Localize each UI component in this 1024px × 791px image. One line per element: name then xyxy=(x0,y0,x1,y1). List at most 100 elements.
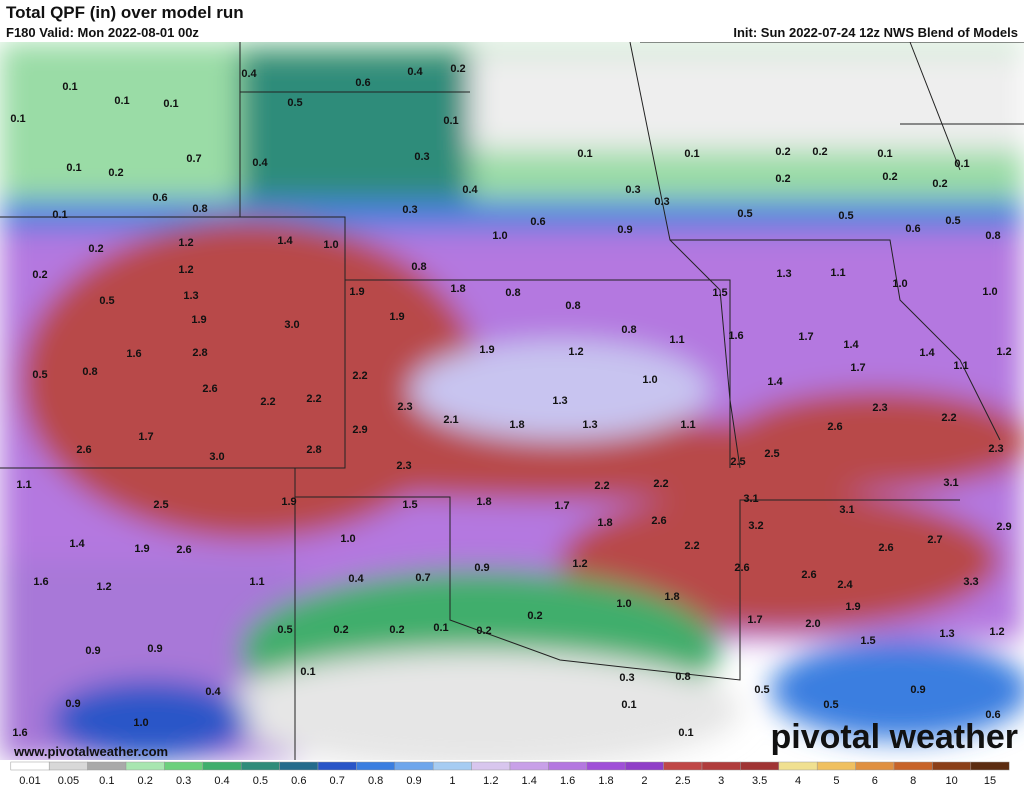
qpf-label: 1.2 xyxy=(572,558,587,570)
init-time: Init: Sun 2022-07-24 12z NWS Blend of Mo… xyxy=(733,25,1018,40)
qpf-label: 1.7 xyxy=(850,362,865,374)
colorbar-label: 15 xyxy=(984,775,996,787)
qpf-label: 0.1 xyxy=(443,115,458,127)
qpf-label: 0.1 xyxy=(62,81,77,93)
qpf-label: 0.5 xyxy=(277,624,292,636)
qpf-label: 2.3 xyxy=(872,402,887,414)
qpf-label: 3.1 xyxy=(839,504,854,516)
qpf-label: 0.6 xyxy=(905,223,920,235)
qpf-label: 1.2 xyxy=(178,264,193,276)
qpf-label: 2.9 xyxy=(352,424,367,436)
qpf-label: 0.7 xyxy=(415,572,430,584)
qpf-label: 2.2 xyxy=(260,396,275,408)
qpf-label: 2.5 xyxy=(730,456,745,468)
qpf-label: 2.6 xyxy=(827,421,842,433)
qpf-label: 2.2 xyxy=(653,478,668,490)
qpf-label: 0.2 xyxy=(88,243,103,255)
colorbar-cell xyxy=(356,761,396,771)
qpf-label: 1.3 xyxy=(552,395,567,407)
qpf-label: 1.1 xyxy=(16,479,31,491)
qpf-label: 0.1 xyxy=(114,95,129,107)
colorbar-label: 1.4 xyxy=(522,775,537,787)
qpf-label: 2.6 xyxy=(801,569,816,581)
colorbar-label: 1.8 xyxy=(598,775,613,787)
colorbar-cell xyxy=(778,761,818,771)
valid-time: F180 Valid: Mon 2022-08-01 00z xyxy=(6,25,199,40)
colorbar-cell xyxy=(624,761,664,771)
qpf-label: 0.2 xyxy=(450,63,465,75)
qpf-label: 1.4 xyxy=(69,538,85,550)
qpf-label: 3.0 xyxy=(209,451,224,463)
qpf-label: 3.0 xyxy=(284,319,299,331)
qpf-label: 0.2 xyxy=(333,624,348,636)
qpf-label: 3.3 xyxy=(963,576,978,588)
colorbar-label: 2.5 xyxy=(675,775,690,787)
colorbar-label: 3.5 xyxy=(752,775,767,787)
qpf-label: 1.0 xyxy=(616,598,631,610)
qpf-label: 0.8 xyxy=(411,261,426,273)
qpf-label: 0.9 xyxy=(910,684,925,696)
qpf-label: 2.0 xyxy=(805,618,820,630)
qpf-label: 0.8 xyxy=(985,230,1000,242)
qpf-label: 0.2 xyxy=(32,269,47,281)
qpf-label: 0.8 xyxy=(192,203,207,215)
colorbar-cell xyxy=(701,761,741,771)
qpf-label: 2.6 xyxy=(76,444,91,456)
qpf-label: 0.1 xyxy=(10,113,25,125)
qpf-label: 0.7 xyxy=(186,153,201,165)
qpf-label: 0.1 xyxy=(954,158,969,170)
qpf-label: 0.5 xyxy=(823,699,838,711)
qpf-label: 1.7 xyxy=(798,331,813,343)
qpf-label: 0.1 xyxy=(66,162,81,174)
qpf-label: 2.6 xyxy=(202,383,217,395)
colorbar-cell xyxy=(432,761,472,771)
qpf-label: 1.7 xyxy=(138,431,153,443)
colorbar-cell xyxy=(240,761,280,771)
qpf-label: 0.2 xyxy=(108,167,123,179)
qpf-label: 2.6 xyxy=(651,515,666,527)
qpf-label: 2.6 xyxy=(176,544,191,556)
qpf-label: 0.1 xyxy=(877,148,892,160)
qpf-label: 0.2 xyxy=(775,173,790,185)
qpf-label: 2.5 xyxy=(764,448,779,460)
qpf-label: 1.2 xyxy=(568,346,583,358)
qpf-label: 1.8 xyxy=(664,591,679,603)
qpf-label: 1.1 xyxy=(249,576,264,588)
qpf-label: 1.5 xyxy=(860,635,875,647)
qpf-label: 2.8 xyxy=(192,347,207,359)
qpf-label: 0.9 xyxy=(617,224,632,236)
colorbar-cell xyxy=(509,761,549,771)
qpf-label: 0.4 xyxy=(241,68,257,80)
qpf-label: 2.4 xyxy=(837,579,853,591)
colorbar-cell xyxy=(87,761,127,771)
colorbar-cell xyxy=(279,761,319,771)
qpf-label: 0.8 xyxy=(82,366,97,378)
qpf-label: 0.2 xyxy=(775,146,790,158)
colorbar-cell xyxy=(48,761,88,771)
qpf-label: 1.4 xyxy=(919,347,935,359)
colorbar-label: 5 xyxy=(833,775,839,787)
colorbar-cell xyxy=(202,761,242,771)
colorbar-label: 3 xyxy=(718,775,724,787)
qpf-label: 1.9 xyxy=(845,601,860,613)
colorbar-cell xyxy=(932,761,972,771)
colorbar-label: 0.9 xyxy=(406,775,421,787)
qpf-label: 1.8 xyxy=(450,283,465,295)
qpf-label: 0.5 xyxy=(737,208,752,220)
colorbar-cell xyxy=(663,761,703,771)
qpf-label: 2.7 xyxy=(927,534,942,546)
qpf-label: 0.9 xyxy=(85,645,100,657)
colorbar-cell xyxy=(125,761,165,771)
qpf-label: 0.9 xyxy=(147,643,162,655)
qpf-label: 0.5 xyxy=(945,215,960,227)
qpf-label: 1.6 xyxy=(12,727,27,739)
qpf-label: 0.6 xyxy=(355,77,370,89)
qpf-label: 0.4 xyxy=(348,573,364,585)
qpf-label: 1.1 xyxy=(669,334,684,346)
qpf-label: 0.1 xyxy=(433,622,448,634)
qpf-label: 0.6 xyxy=(985,709,1000,721)
qpf-label: 3.2 xyxy=(748,520,763,532)
colorbar-label: 0.2 xyxy=(138,775,153,787)
qpf-label: 0.2 xyxy=(882,171,897,183)
